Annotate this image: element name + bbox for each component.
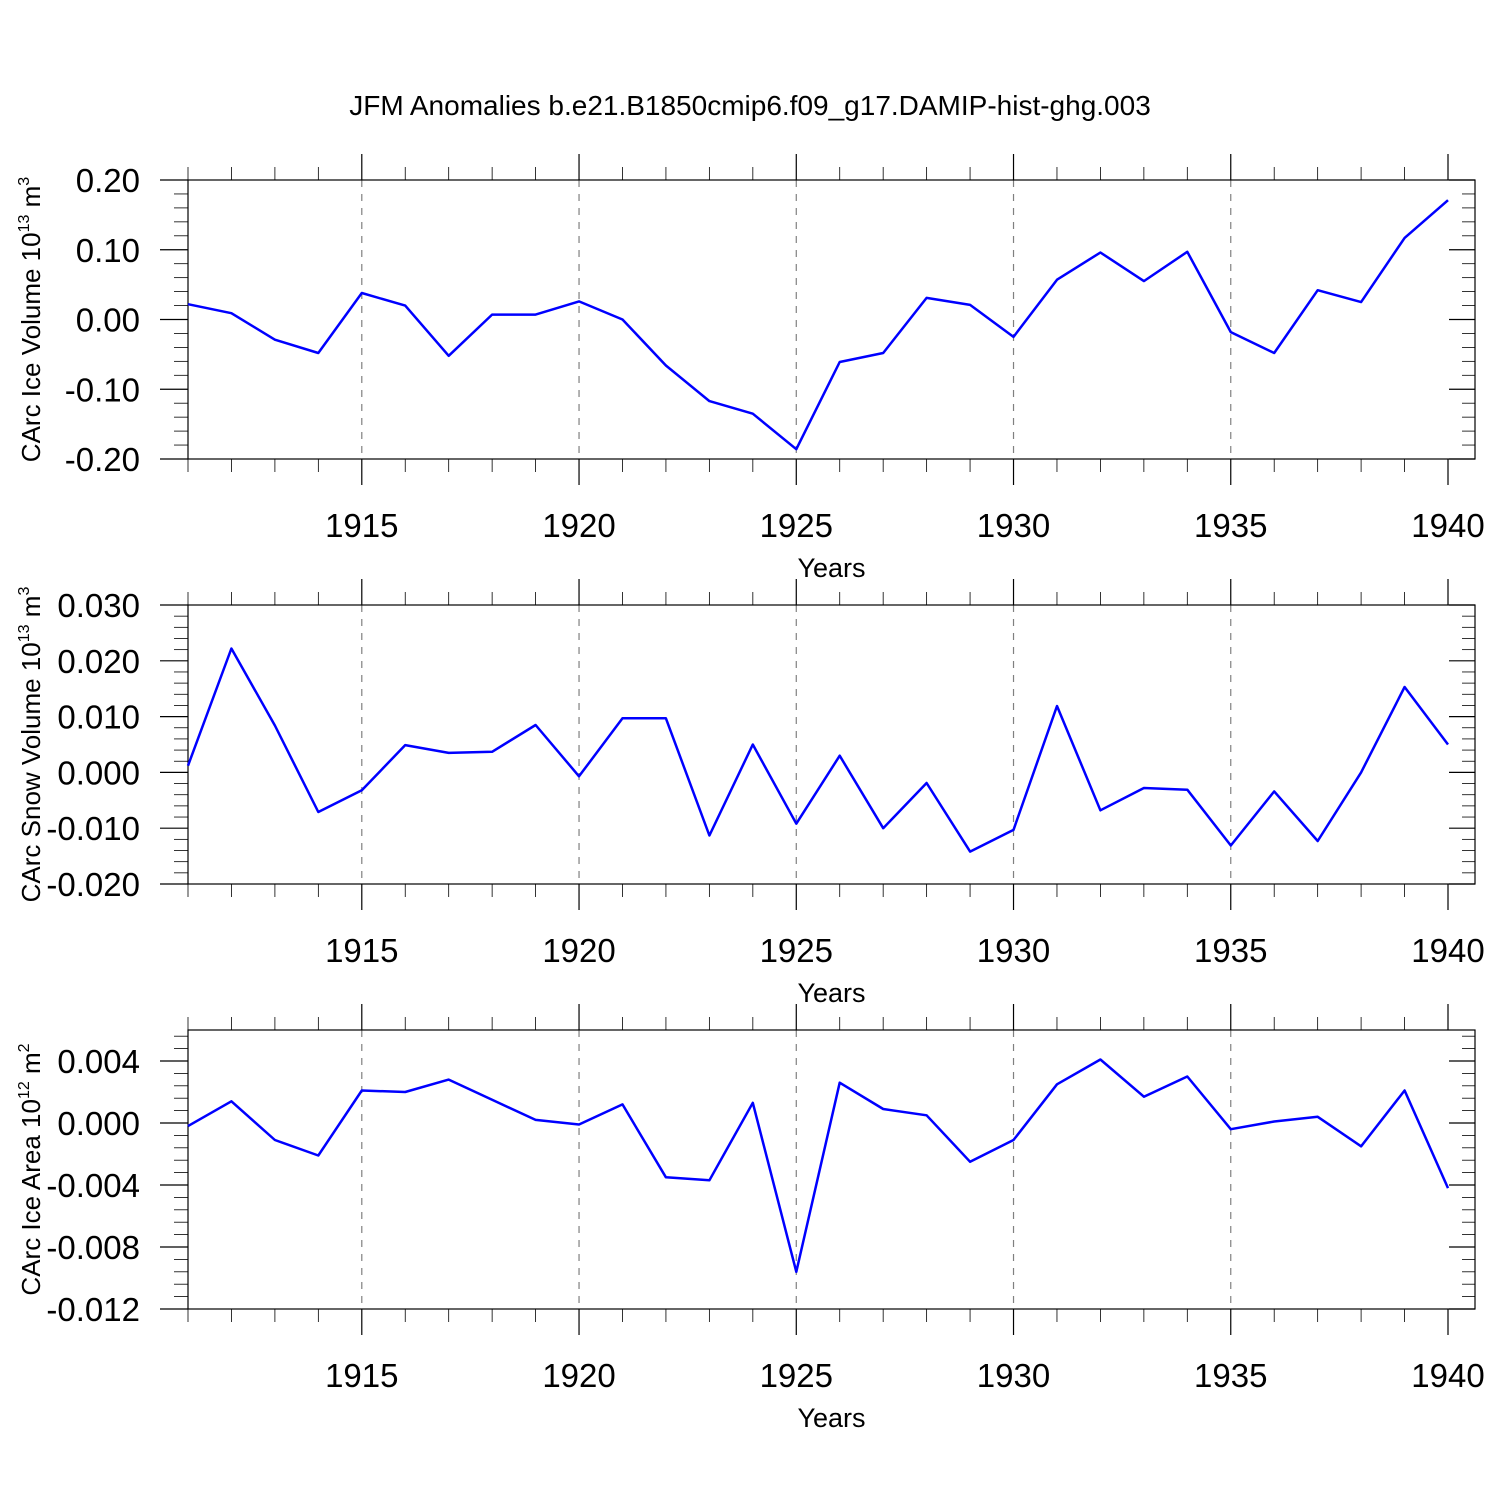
y-tick-label: 0.030: [57, 587, 140, 624]
x-tick-label: 1940: [1411, 507, 1484, 544]
x-tick-label: 1925: [760, 1357, 833, 1394]
x-tick-label: 1935: [1194, 507, 1267, 544]
x-tick-label: 1930: [977, 507, 1050, 544]
y-axis-label: CArc Snow Volume 1013 m3: [16, 587, 46, 903]
x-tick-label: 1940: [1411, 1357, 1484, 1394]
y-axis-label: CArc Ice Area 1012 m2: [16, 1043, 46, 1295]
y-axis-label-unit-exponent: 3: [16, 587, 33, 596]
x-tick-label: 1920: [542, 932, 615, 969]
y-axis-label-unit-exponent: 3: [16, 177, 33, 186]
y-axis-label-unit: m: [16, 1052, 46, 1081]
panels: -0.20 -0.10 0.00 0.10 0.20 1915 1920 1925 1930 19…: [16, 154, 1485, 1433]
x-tick-label: 1925: [760, 507, 833, 544]
x-tick-label: 1930: [977, 1357, 1050, 1394]
x-tick-label: 1920: [542, 1357, 615, 1394]
y-axis-label-unit: m: [16, 596, 46, 625]
y-tick-label: 0.10: [76, 232, 140, 269]
x-tick-label: 1940: [1411, 932, 1484, 969]
x-tick-label: 1935: [1194, 932, 1267, 969]
y-axis-label-text: CArc Ice Area 10: [16, 1099, 46, 1296]
y-tick-label: 0.20: [76, 162, 140, 199]
y-axis-label-exponent: 12: [16, 1081, 33, 1099]
y-axis-label: CArc Ice Volume 1013 m3: [16, 177, 46, 462]
y-tick-label: 0.010: [57, 699, 140, 736]
x-axis-label: Years: [797, 553, 865, 583]
x-tick-label: 1930: [977, 932, 1050, 969]
x-tick-label: 1915: [325, 507, 398, 544]
y-tick-label: -0.008: [46, 1229, 140, 1266]
y-axis-label-exponent: 13: [16, 624, 33, 642]
y-tick-label: -0.20: [65, 441, 140, 478]
y-axis-label-text: CArc Snow Volume 10: [16, 642, 46, 902]
x-tick-label: 1935: [1194, 1357, 1267, 1394]
y-axis-label-unit: m: [16, 186, 46, 215]
plot-frame: [187, 604, 1476, 885]
panel-2: -0.020 -0.010 0.000 0.010 0.020 0.030 1915 1920…: [16, 579, 1485, 1008]
plot-frame: [187, 1029, 1476, 1310]
y-tick-label: -0.10: [65, 371, 140, 408]
series-line: [186, 647, 1449, 853]
y-tick-label: -0.012: [46, 1291, 140, 1328]
y-tick-label: 0.000: [57, 754, 140, 791]
series-line: [187, 1058, 1450, 1274]
y-axis-label-exponent: 13: [16, 215, 33, 233]
panel-1: -0.20 -0.10 0.00 0.10 0.20 1915 1920 1925 1930 19…: [16, 154, 1485, 583]
series-line: [187, 199, 1449, 451]
x-tick-label: 1920: [542, 507, 615, 544]
x-axis-label: Years: [797, 978, 865, 1008]
y-tick-label: 0.000: [57, 1105, 140, 1142]
figure-title: JFM Anomalies b.e21.B1850cmip6.f09_g17.D…: [349, 90, 1151, 121]
x-tick-label: 1915: [325, 1357, 398, 1394]
y-tick-label: 0.00: [76, 302, 140, 339]
x-tick-label: 1915: [325, 932, 398, 969]
y-tick-label: -0.004: [46, 1167, 140, 1204]
y-tick-label: 0.020: [57, 643, 140, 680]
y-tick-label: -0.010: [46, 810, 140, 847]
x-axis-label: Years: [797, 1403, 865, 1433]
y-tick-label: -0.020: [46, 866, 140, 903]
panel-3: -0.012 -0.008 -0.004 0.000 0.004 1915 1920 1925…: [16, 1004, 1485, 1433]
y-axis-label-text: CArc Ice Volume 10: [16, 232, 46, 462]
x-tick-label: 1925: [760, 932, 833, 969]
y-tick-label: 0.004: [57, 1043, 140, 1080]
y-axis-label-unit-exponent: 2: [16, 1043, 33, 1052]
